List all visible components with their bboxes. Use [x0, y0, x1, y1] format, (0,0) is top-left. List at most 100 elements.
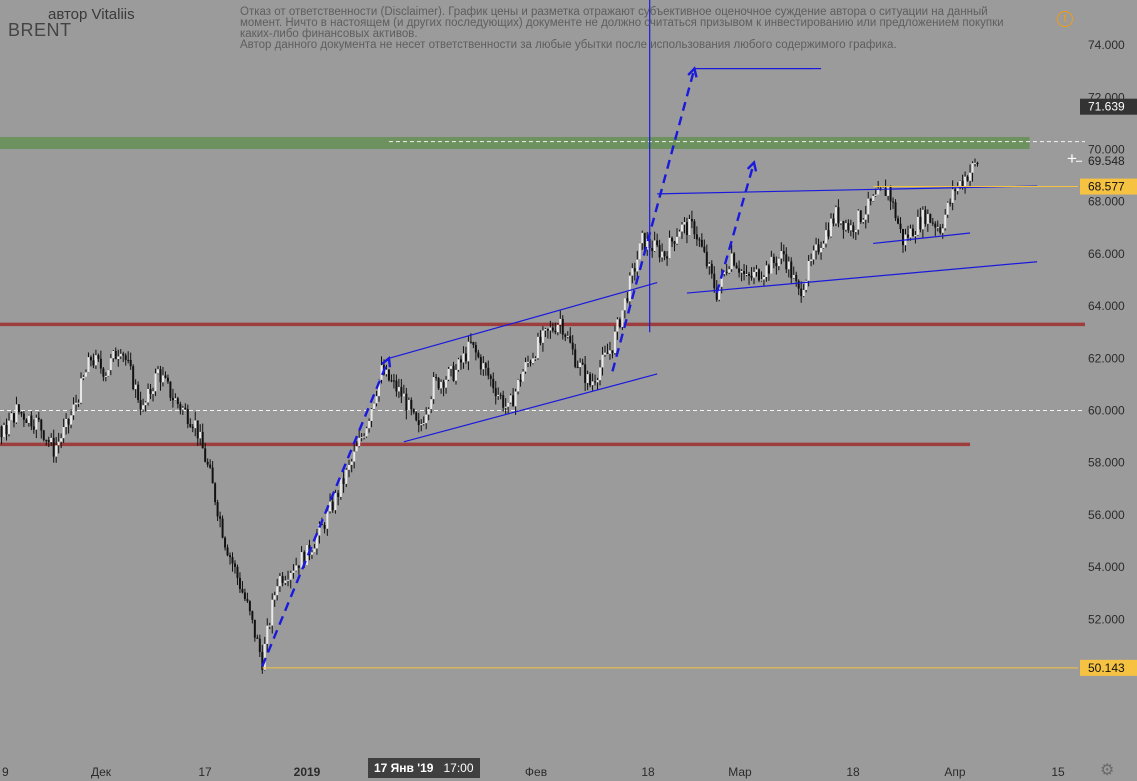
candle-body	[976, 162, 979, 165]
candle-body	[693, 221, 696, 235]
candle-body	[238, 577, 241, 589]
candle-body	[951, 189, 954, 203]
candle-body	[489, 375, 492, 379]
candle-body	[339, 478, 342, 497]
candle-body	[8, 420, 10, 435]
candle-body	[189, 423, 192, 427]
candle-body	[204, 448, 207, 462]
candle-body	[390, 380, 393, 382]
candle-body	[825, 230, 828, 244]
candle-body	[37, 417, 40, 420]
candle-body	[946, 202, 949, 215]
candle-body	[139, 400, 142, 410]
candle-body	[407, 399, 410, 411]
candle-body	[25, 419, 28, 423]
candle-body	[817, 244, 820, 253]
candle-body	[698, 239, 701, 241]
candle-body	[718, 286, 721, 300]
candle-body	[839, 221, 842, 224]
candle-body	[84, 372, 87, 377]
candle-body	[877, 188, 880, 195]
candle-body	[812, 250, 815, 260]
candle-body	[549, 327, 552, 331]
candle-body	[437, 378, 440, 389]
candle-body	[347, 464, 350, 470]
candle-body	[132, 366, 135, 390]
arrow-head	[381, 355, 392, 368]
candle-body	[961, 180, 964, 187]
candle-body	[251, 611, 254, 620]
tooltip-date: 17 Янв '19	[374, 761, 434, 775]
candle-body	[482, 363, 485, 370]
gear-icon[interactable]: ⚙	[1100, 762, 1115, 779]
candle-body	[934, 223, 937, 228]
candle-body	[289, 572, 292, 580]
candle-body	[646, 238, 649, 250]
candle-body	[112, 350, 115, 359]
candle-body	[725, 271, 728, 273]
y-tick-label: 68.000	[1088, 195, 1125, 209]
candle-body	[956, 185, 959, 192]
y-tick-label: 56.000	[1088, 508, 1125, 522]
candle-body	[117, 356, 120, 360]
candle-body	[703, 246, 706, 252]
candle-body	[119, 353, 122, 357]
candle-body	[246, 599, 249, 602]
candle-body	[420, 424, 423, 426]
candle-body	[40, 419, 43, 431]
candle-body	[591, 381, 594, 386]
candle-body	[919, 216, 922, 230]
candle-body	[892, 201, 895, 203]
price-label: 50.143	[1088, 661, 1125, 675]
candle-body	[32, 426, 35, 430]
warning-icon[interactable]: !	[1057, 11, 1073, 27]
candle-body	[256, 637, 259, 639]
candle-body	[258, 638, 261, 652]
candle-body	[137, 384, 140, 401]
candle-body	[184, 407, 187, 410]
candle-body	[479, 357, 482, 370]
candle-body	[89, 357, 92, 361]
candle-body	[899, 223, 902, 230]
candle-body	[45, 439, 48, 441]
candle-body	[397, 387, 400, 392]
candle-body	[663, 251, 666, 257]
candle-body	[772, 256, 775, 263]
candle-body	[452, 365, 455, 381]
y-tick-label: 70.000	[1088, 143, 1125, 157]
x-tick-label: 9	[2, 765, 9, 779]
candle-body	[405, 393, 408, 411]
candle-body	[494, 388, 497, 397]
y-tick-label: 54.000	[1088, 560, 1125, 574]
candle-body	[800, 288, 803, 297]
candle-body	[810, 259, 813, 261]
candle-body	[939, 227, 942, 233]
candle-body	[320, 524, 323, 526]
candle-body	[157, 369, 159, 374]
candle-body	[797, 280, 800, 289]
candle-body	[760, 279, 763, 281]
candle-body	[638, 243, 641, 260]
plus-icon[interactable]: +	[1067, 149, 1077, 168]
candle-body	[337, 492, 340, 497]
candle-body	[921, 209, 924, 230]
candle-body	[243, 592, 246, 600]
candle-body	[15, 404, 18, 423]
candle-body	[658, 245, 661, 258]
candle-body	[127, 359, 130, 361]
candle-body	[474, 344, 477, 353]
candle-body	[492, 378, 495, 389]
candle-body	[469, 341, 472, 343]
candle-body	[363, 436, 366, 438]
candle-body	[815, 244, 818, 251]
candle-body	[735, 265, 738, 269]
candle-body	[959, 180, 962, 186]
candle-body	[705, 251, 708, 267]
price-label: 68.577	[1088, 180, 1125, 194]
candle-body	[832, 218, 835, 224]
candle-body	[785, 254, 788, 270]
candle-body	[661, 251, 664, 258]
candle-body	[564, 334, 567, 337]
candle-body	[753, 271, 755, 278]
